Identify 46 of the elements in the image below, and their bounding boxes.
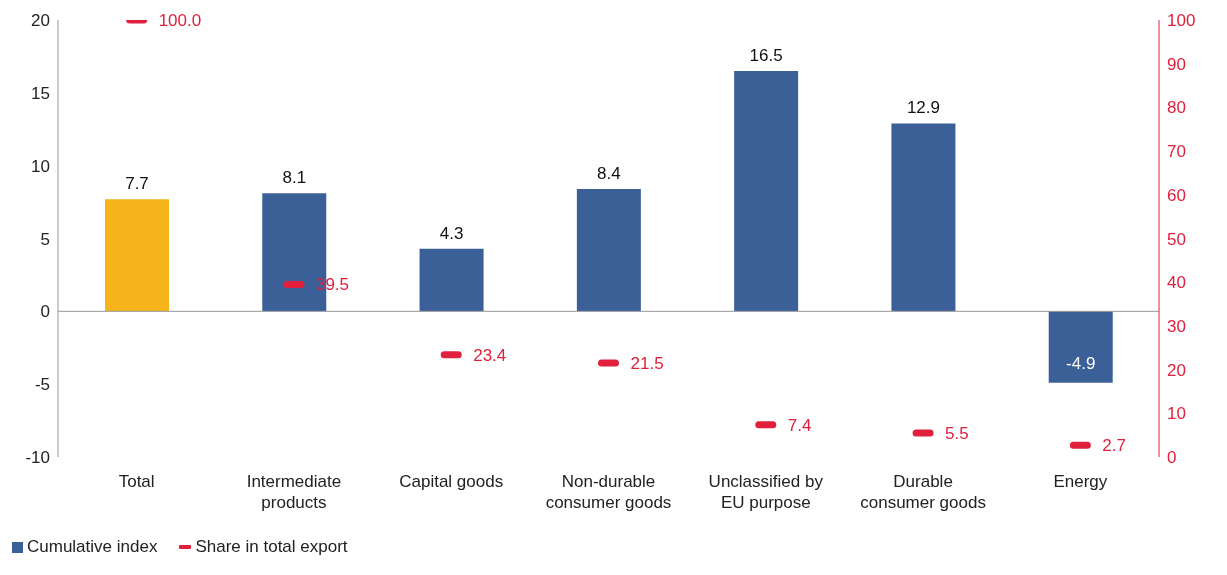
x-tick-label: Capital goods [399,472,504,491]
data-label: 8.4 [597,163,621,183]
x-tick-label: Non-durable consumer goods [545,472,672,512]
bar [891,123,956,312]
x-tick-label: Total [118,472,155,491]
x-tick-label: Intermediate products [246,472,342,512]
y-tick-label: 0 [40,302,50,322]
data-label: 4.3 [439,223,464,243]
bar [1048,311,1113,383]
x-tick-label: Energy [1053,472,1108,491]
data-label: 2.7 [1102,436,1126,456]
legend-label: Share in total export [194,537,348,557]
y-tick-label: -10 [25,448,50,468]
y-tick-label: 15 [31,83,50,103]
data-label: 12.9 [906,98,940,118]
data-label: 16.5 [749,45,783,65]
y-tick-label: -5 [34,375,50,395]
legend-label: Cumulative index [26,537,158,557]
bar [734,70,799,312]
data-label: 7.4 [787,415,812,435]
y-tick-label: 20 [31,11,50,31]
y2-tick-label: 50 [1167,229,1186,249]
data-label: 100.0 [158,11,202,30]
y2-tick-label: 60 [1167,185,1186,205]
data-label: 7.7 [125,174,149,194]
data-label: 21.5 [630,354,664,374]
y2-tick-label: 90 [1167,54,1186,74]
data-label: 5.5 [945,423,969,443]
x-tick-label: Unclassified by EU purpose [708,472,824,512]
x-tick-label: Durable consumer goods [860,472,986,512]
y2-tick-label: 70 [1167,142,1186,162]
data-label: 23.4 [473,345,507,365]
bar [419,248,484,312]
y2-tick-label: 30 [1167,316,1186,336]
y2-tick-label: 40 [1167,273,1186,293]
data-label: 8.1 [282,168,307,188]
y2-tick-label: 10 [1167,404,1186,424]
bar [105,199,169,312]
y-tick-label: 10 [31,156,50,176]
y2-tick-label: 100 [1167,11,1196,31]
y-tick-label: 5 [40,229,50,249]
data-label: -4.9 [1066,353,1096,373]
bar [576,188,641,312]
y2-tick-label: 80 [1167,98,1186,118]
y2-tick-label: 20 [1167,360,1186,380]
y2-tick-label: 0 [1167,448,1177,468]
